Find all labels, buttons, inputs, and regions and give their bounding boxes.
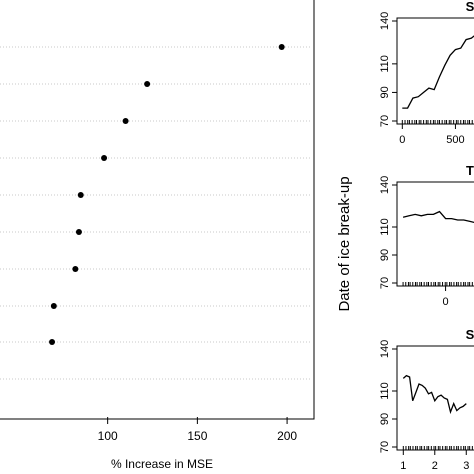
series-line (402, 374, 467, 415)
y-tick-label: 90 (379, 249, 391, 261)
ice-breakup-y-label: Date of ice break-up (336, 176, 353, 311)
y-tick-label: 110 (379, 55, 391, 73)
dot-plot-points (49, 44, 285, 345)
dot-point (77, 192, 84, 198)
dot-point (144, 81, 151, 87)
dot-point (101, 155, 108, 161)
y-tick-label: 140 (379, 176, 391, 194)
y-tick-label: 70 (379, 277, 391, 289)
y-tick-label: 90 (379, 86, 391, 98)
panel-frame (396, 17, 474, 125)
importance-dot-plot: 100 150 200 % Increase in MSE (0, 0, 315, 471)
dot-point (122, 118, 129, 124)
dot-plot-frame (0, 0, 315, 420)
panel-frame (396, 345, 474, 451)
y-tick-label: 140 (379, 12, 391, 30)
dot-x-tick-label: 150 (187, 429, 207, 443)
dot-x-tick-label: 200 (277, 429, 297, 443)
dot-point (49, 339, 56, 345)
series-line (402, 210, 474, 224)
y-tick-label: 90 (379, 413, 391, 425)
panel-title: S (466, 327, 474, 342)
panel-frame (396, 181, 474, 287)
partial-dependence-panel-2: T 70 90 110 140 0 (379, 163, 474, 308)
dot-plot-x-label: % Increase in MSE (111, 457, 213, 471)
partial-dependence-panel-1: S 70 90 110 140 0 500 (379, 0, 474, 146)
y-tick-label: 70 (379, 115, 391, 127)
x-tick-label: 2 (432, 460, 438, 472)
series-line (402, 35, 474, 109)
dot-x-tick-label: 100 (98, 429, 118, 443)
panel-title: T (466, 163, 474, 178)
dot-point (50, 303, 57, 309)
x-tick-label: 1 (400, 460, 406, 472)
x-tick-label: 0 (399, 134, 405, 146)
dot-plot-grid (0, 46, 312, 380)
y-tick-label: 110 (379, 218, 391, 236)
y-tick-label: 140 (379, 340, 391, 358)
dot-plot-x-axis: 100 150 200 (98, 417, 297, 443)
dot-point (75, 229, 82, 235)
x-tick-label: 500 (446, 134, 464, 146)
panel-title: S (466, 0, 474, 14)
y-tick-label: 110 (379, 382, 391, 400)
dot-point (278, 44, 285, 50)
x-tick-label: 3 (463, 460, 469, 472)
y-tick-label: 70 (379, 441, 391, 453)
dot-point (72, 266, 79, 272)
x-tick-label: 0 (443, 296, 449, 308)
partial-dependence-panel-3: S 70 90 110 140 1 2 3 (379, 327, 474, 472)
